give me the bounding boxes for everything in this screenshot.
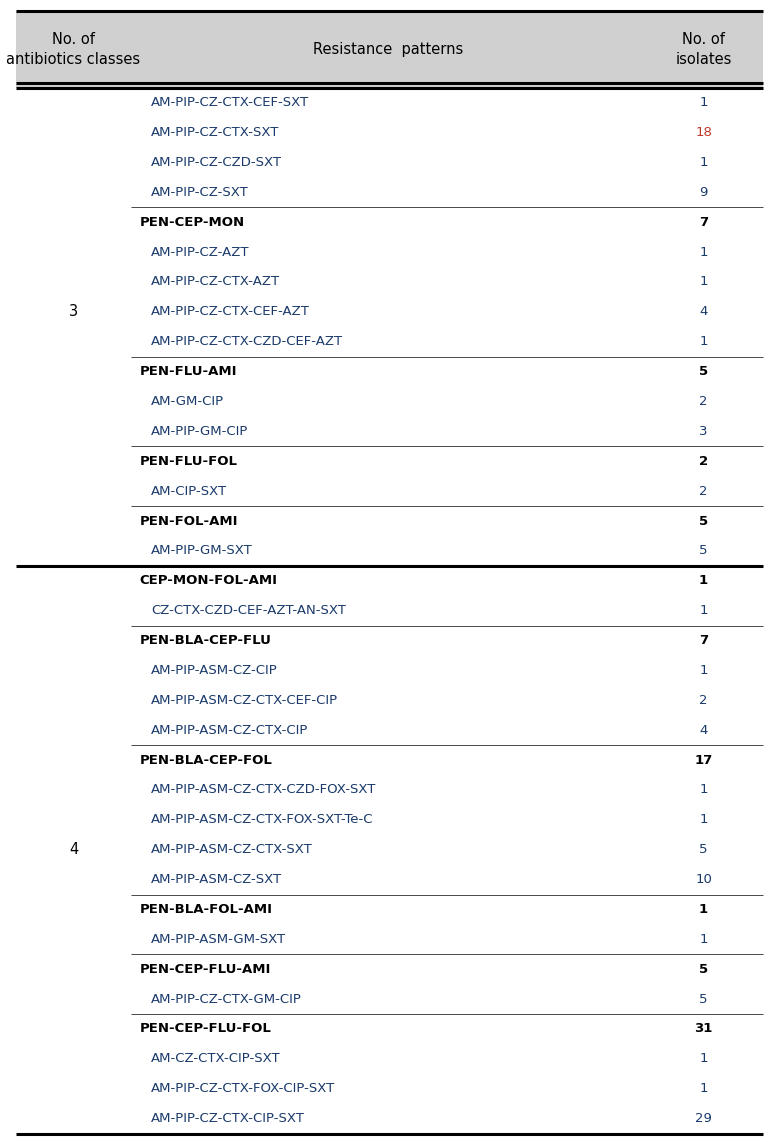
Text: AM-PIP-ASM-CZ-CTX-CIP: AM-PIP-ASM-CZ-CTX-CIP <box>151 724 308 736</box>
Text: PEN-CEP-FLU-FOL: PEN-CEP-FLU-FOL <box>139 1022 271 1035</box>
Text: 1: 1 <box>700 813 708 827</box>
Text: AM-PIP-ASM-CZ-CTX-SXT: AM-PIP-ASM-CZ-CTX-SXT <box>151 843 312 856</box>
Text: 1: 1 <box>700 156 708 169</box>
Text: AM-PIP-CZ-SXT: AM-PIP-CZ-SXT <box>151 185 249 199</box>
Text: 2: 2 <box>699 455 708 468</box>
Text: 5: 5 <box>699 514 708 528</box>
Text: 1: 1 <box>700 96 708 109</box>
Text: PEN-FOL-AMI: PEN-FOL-AMI <box>139 514 238 528</box>
Text: 10: 10 <box>695 874 712 886</box>
Text: 17: 17 <box>694 753 713 766</box>
Text: AM-PIP-ASM-CZ-CIP: AM-PIP-ASM-CZ-CIP <box>151 664 278 677</box>
Text: Resistance  patterns: Resistance patterns <box>312 42 463 57</box>
Text: AM-PIP-ASM-CZ-CTX-CEF-CIP: AM-PIP-ASM-CZ-CTX-CEF-CIP <box>151 694 338 706</box>
Text: AM-PIP-CZ-CTX-AZT: AM-PIP-CZ-CTX-AZT <box>151 276 280 289</box>
Text: AM-PIP-ASM-CZ-SXT: AM-PIP-ASM-CZ-SXT <box>151 874 282 886</box>
Text: 1: 1 <box>699 903 708 916</box>
Text: 1: 1 <box>700 1082 708 1096</box>
Text: 1: 1 <box>699 575 708 587</box>
Text: No. of
isolates: No. of isolates <box>675 32 731 68</box>
Text: PEN-FLU-AMI: PEN-FLU-AMI <box>139 365 237 378</box>
Text: PEN-BLA-CEP-FOL: PEN-BLA-CEP-FOL <box>139 753 272 766</box>
Text: 3: 3 <box>69 305 78 319</box>
Text: 1: 1 <box>700 1052 708 1065</box>
Text: 2: 2 <box>700 484 708 498</box>
Text: 31: 31 <box>694 1022 713 1035</box>
Text: 29: 29 <box>695 1112 712 1126</box>
Text: 4: 4 <box>69 843 78 858</box>
Text: AM-PIP-CZ-CTX-CEF-AZT: AM-PIP-CZ-CTX-CEF-AZT <box>151 306 310 318</box>
Text: AM-PIP-GM-SXT: AM-PIP-GM-SXT <box>151 544 252 558</box>
Text: 7: 7 <box>699 215 708 229</box>
Text: 1: 1 <box>700 335 708 348</box>
Text: 1: 1 <box>700 605 708 617</box>
Text: 4: 4 <box>700 724 708 736</box>
Text: 5: 5 <box>700 544 708 558</box>
Text: 5: 5 <box>699 365 708 378</box>
Text: 1: 1 <box>700 245 708 259</box>
Text: AM-PIP-CZ-AZT: AM-PIP-CZ-AZT <box>151 245 249 259</box>
Text: PEN-CEP-FLU-AMI: PEN-CEP-FLU-AMI <box>139 963 270 976</box>
Text: AM-PIP-CZ-CTX-FOX-CIP-SXT: AM-PIP-CZ-CTX-FOX-CIP-SXT <box>151 1082 335 1096</box>
Text: 2: 2 <box>700 694 708 706</box>
Text: AM-CZ-CTX-CIP-SXT: AM-CZ-CTX-CIP-SXT <box>151 1052 280 1065</box>
Text: 1: 1 <box>700 783 708 797</box>
Text: 18: 18 <box>695 126 712 139</box>
Text: PEN-FLU-FOL: PEN-FLU-FOL <box>139 455 238 468</box>
Text: CEP-MON-FOL-AMI: CEP-MON-FOL-AMI <box>139 575 277 587</box>
Text: PEN-BLA-FOL-AMI: PEN-BLA-FOL-AMI <box>139 903 273 916</box>
Text: 4: 4 <box>700 306 708 318</box>
Text: 5: 5 <box>700 993 708 1005</box>
Text: 9: 9 <box>700 185 708 199</box>
Text: AM-PIP-CZ-CTX-GM-CIP: AM-PIP-CZ-CTX-GM-CIP <box>151 993 301 1005</box>
Text: 1: 1 <box>700 664 708 677</box>
Text: AM-PIP-CZ-CTX-SXT: AM-PIP-CZ-CTX-SXT <box>151 126 280 139</box>
Text: AM-PIP-CZ-CTX-CIP-SXT: AM-PIP-CZ-CTX-CIP-SXT <box>151 1112 305 1126</box>
Text: AM-PIP-ASM-GM-SXT: AM-PIP-ASM-GM-SXT <box>151 933 286 946</box>
Text: 7: 7 <box>699 634 708 647</box>
Text: AM-PIP-GM-CIP: AM-PIP-GM-CIP <box>151 425 249 437</box>
Text: No. of
antibiotics classes: No. of antibiotics classes <box>6 32 140 68</box>
Text: 2: 2 <box>700 395 708 408</box>
Text: AM-CIP-SXT: AM-CIP-SXT <box>151 484 227 498</box>
Text: 5: 5 <box>700 843 708 856</box>
Text: PEN-CEP-MON: PEN-CEP-MON <box>139 215 245 229</box>
Text: AM-PIP-CZ-CZD-SXT: AM-PIP-CZ-CZD-SXT <box>151 156 282 169</box>
Text: PEN-BLA-CEP-FLU: PEN-BLA-CEP-FLU <box>139 634 271 647</box>
Text: CZ-CTX-CZD-CEF-AZT-AN-SXT: CZ-CTX-CZD-CEF-AZT-AN-SXT <box>151 605 346 617</box>
Text: AM-PIP-CZ-CTX-CEF-SXT: AM-PIP-CZ-CTX-CEF-SXT <box>151 96 309 109</box>
Text: 3: 3 <box>700 425 708 437</box>
Text: AM-PIP-ASM-CZ-CTX-FOX-SXT-Te-C: AM-PIP-ASM-CZ-CTX-FOX-SXT-Te-C <box>151 813 373 827</box>
Text: 5: 5 <box>699 963 708 976</box>
Text: AM-PIP-ASM-CZ-CTX-CZD-FOX-SXT: AM-PIP-ASM-CZ-CTX-CZD-FOX-SXT <box>151 783 376 797</box>
Text: AM-PIP-CZ-CTX-CZD-CEF-AZT: AM-PIP-CZ-CTX-CZD-CEF-AZT <box>151 335 343 348</box>
Text: 1: 1 <box>700 933 708 946</box>
Text: AM-GM-CIP: AM-GM-CIP <box>151 395 224 408</box>
Bar <box>16 11 763 88</box>
Text: 1: 1 <box>700 276 708 289</box>
